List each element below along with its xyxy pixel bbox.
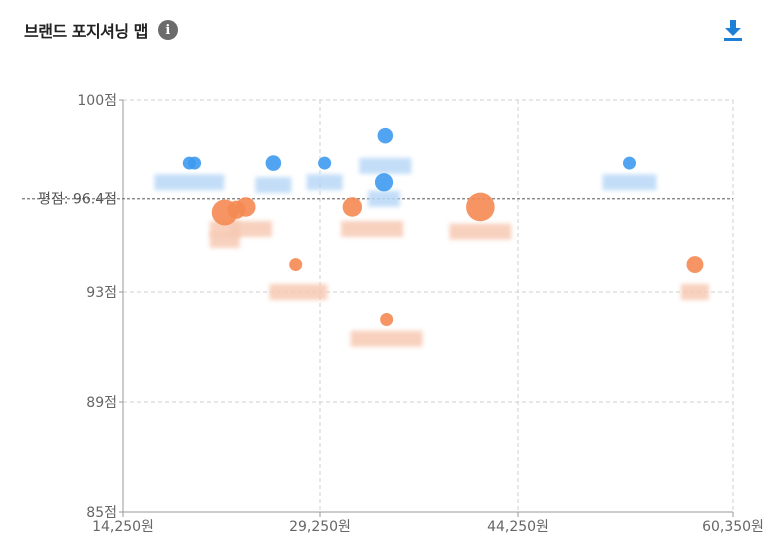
x-tick-label: 60,350원: [702, 519, 764, 535]
chart-title: 브랜드 포지셔닝 맵: [24, 22, 148, 41]
y-tick-label: 89점: [86, 395, 117, 411]
info-icon[interactable]: i: [157, 20, 178, 40]
download-icon[interactable]: [720, 17, 746, 43]
redacted-brand-label: [449, 223, 512, 240]
redacted-brand-label: [350, 330, 423, 347]
data-point: [686, 256, 704, 274]
redacted-brand-label: [255, 177, 292, 194]
data-point: [265, 155, 282, 171]
data-point: [377, 127, 394, 144]
redacted-brand-label: [230, 220, 273, 237]
y-tick-label: 93점: [86, 285, 117, 301]
data-point: [623, 156, 637, 170]
redacted-brand-label: [209, 231, 240, 248]
x-tick-label: 14,250원: [92, 519, 154, 535]
data-point: [318, 156, 332, 170]
redacted-brand-label: [154, 174, 225, 191]
redacted-brand-label: [602, 174, 657, 191]
x-tick-label: 44,250원: [487, 519, 549, 535]
redacted-brand-label: [341, 220, 404, 237]
chart-header: 브랜드 포지셔닝 맵 i: [24, 18, 178, 42]
data-point: [380, 313, 394, 326]
data-point: [236, 197, 256, 217]
data-point: [466, 192, 495, 222]
redacted-brand-label: [359, 157, 412, 174]
redacted-brand-label: [269, 284, 328, 300]
y-tick-label: 85점: [86, 505, 117, 521]
redacted-brand-label: [306, 174, 343, 191]
data-point: [342, 197, 363, 217]
data-point: [188, 156, 202, 170]
y-tick-label: 100점: [77, 93, 117, 109]
redacted-brand-label: [680, 284, 709, 300]
data-point: [374, 173, 394, 192]
data-point: [289, 258, 303, 272]
average-label: 평점: 96.4점: [38, 192, 117, 208]
x-tick-label: 29,250원: [289, 519, 351, 535]
redacted-brand-label: [368, 190, 401, 207]
